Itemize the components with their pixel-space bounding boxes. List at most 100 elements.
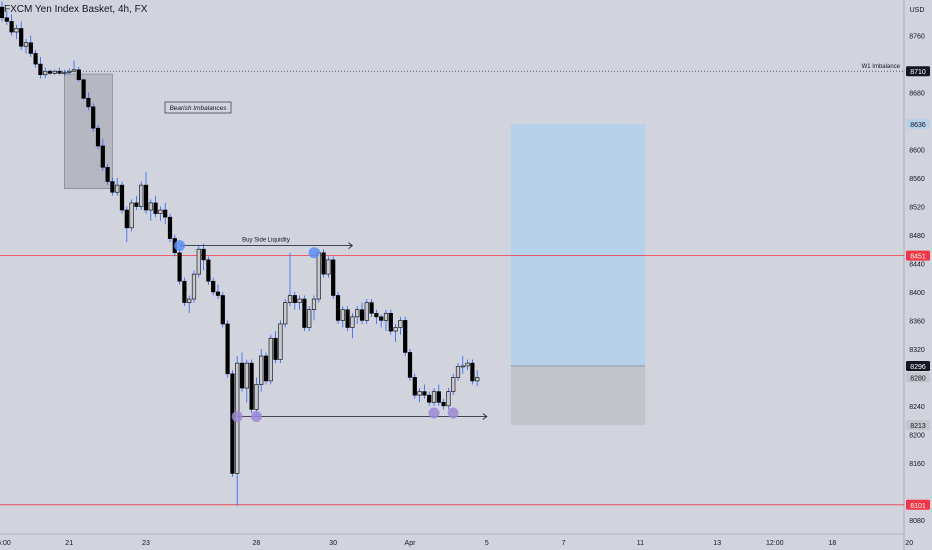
candle (86, 97, 91, 108)
candle (134, 202, 139, 207)
time-tick-label: 23 (142, 540, 150, 547)
candle (115, 184, 120, 193)
liquidity-dot (231, 411, 243, 423)
candle (9, 21, 14, 33)
candle (326, 259, 331, 275)
candle (163, 209, 168, 218)
candle (369, 302, 374, 314)
price-tick-label: 8400 (909, 290, 925, 297)
liquidity-dot (428, 407, 440, 419)
candle (451, 377, 456, 392)
candle (167, 216, 173, 239)
candle (153, 202, 158, 214)
candle (355, 309, 360, 318)
candle (475, 377, 480, 382)
price-tag (906, 250, 930, 261)
candle (460, 365, 465, 368)
price-tag-label: 8451 (910, 254, 926, 261)
candle (244, 362, 249, 389)
price-tag (906, 66, 930, 77)
candle (67, 70, 72, 73)
bearish-imbalance-box (64, 73, 113, 189)
candle (110, 181, 115, 193)
price-tag-label: 8101 (910, 503, 926, 510)
candle (52, 70, 57, 74)
candle (215, 291, 221, 296)
candle (407, 352, 413, 378)
candle (23, 42, 29, 47)
candle (81, 79, 86, 99)
candle (124, 209, 129, 229)
candle (268, 337, 273, 382)
candle (139, 184, 144, 207)
candle (273, 337, 278, 360)
sell-side-arrow (482, 413, 488, 420)
candle (196, 248, 201, 275)
candle (76, 69, 81, 81)
price-tick-label: 8680 (909, 91, 925, 98)
candle (350, 316, 355, 328)
candle (307, 309, 312, 328)
candle (254, 384, 259, 410)
candle (316, 252, 321, 300)
candle (57, 70, 62, 74)
candle (201, 248, 206, 261)
candle (14, 28, 19, 33)
candle (321, 252, 326, 275)
chart-title: FXCM Yen Index Basket, 4h, FX (4, 4, 148, 15)
candle (470, 362, 475, 382)
candle (119, 184, 125, 211)
candle (436, 391, 441, 403)
bearish-imbalances-box (164, 101, 232, 114)
candle (427, 394, 432, 403)
candle (191, 273, 197, 300)
target-zone (510, 123, 646, 366)
candle (100, 145, 105, 168)
price-tick-label: 8560 (909, 176, 925, 183)
time-tick-label: 7 (562, 540, 566, 547)
candle (297, 298, 302, 303)
candle (403, 320, 408, 353)
candle (398, 320, 403, 328)
candle (393, 327, 398, 332)
price-tick-label: 8160 (909, 461, 925, 468)
price-tick-label: 8480 (909, 233, 925, 240)
time-tick-label: 18 (829, 540, 837, 547)
candle (182, 280, 187, 303)
candle (230, 373, 235, 474)
price-tag-label: 8710 (910, 69, 926, 76)
price-tick-label: 8600 (909, 148, 925, 155)
candle (374, 312, 379, 318)
candle (91, 106, 96, 129)
candle (431, 391, 437, 403)
candle (287, 295, 293, 303)
candle (340, 309, 345, 321)
candle (158, 209, 163, 214)
candle (129, 202, 134, 229)
candle (225, 323, 230, 375)
candle (283, 302, 288, 325)
candle (345, 309, 350, 328)
candle (33, 53, 38, 65)
time-tick-label: 15:00 (0, 540, 11, 547)
candle (47, 70, 53, 74)
price-tick-label: 8520 (909, 204, 925, 211)
candle (335, 295, 341, 321)
price-tag-label: 8280 (910, 375, 926, 382)
candle (19, 28, 24, 47)
price-tag (906, 118, 930, 129)
stop-zone (510, 365, 646, 426)
candle (278, 323, 283, 360)
candle (105, 167, 110, 182)
price-tick-label: 8080 (909, 518, 925, 525)
candle (263, 355, 269, 382)
liquidity-dot (174, 240, 186, 252)
candle (43, 70, 48, 76)
time-tick-label: 11 (637, 540, 644, 547)
candle (417, 391, 422, 396)
candle (455, 366, 461, 378)
time-tick-label: 13 (713, 540, 721, 547)
candle (28, 42, 33, 54)
